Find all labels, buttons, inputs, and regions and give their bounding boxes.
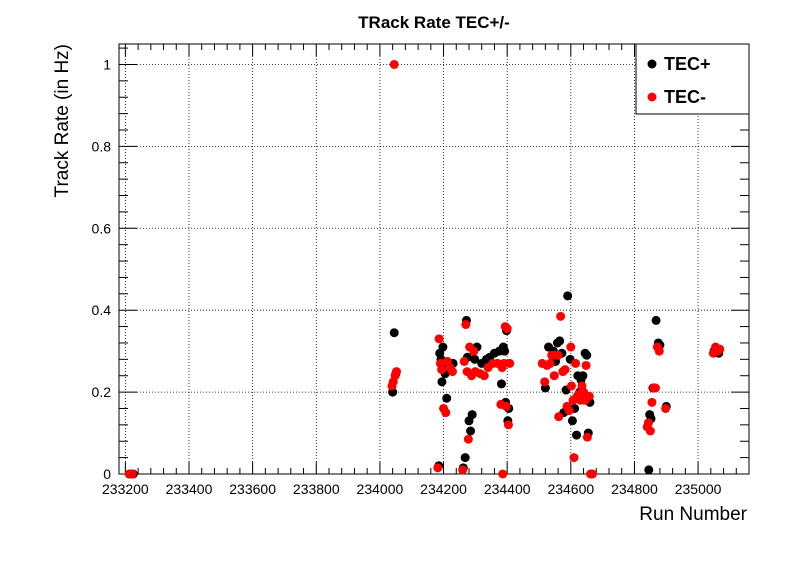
data-point-tec-minus <box>647 397 657 407</box>
x-tick-label: 233800 <box>293 481 340 497</box>
y-tick-label: 0.6 <box>92 220 112 236</box>
data-point-tec-minus <box>391 367 401 377</box>
y-tick-labels: 0 0.2 0.4 0.6 0.8 1 <box>92 56 112 482</box>
x-tick-label: 234000 <box>357 481 404 497</box>
data-point-tec-plus <box>563 291 573 301</box>
x-tick-label: 234200 <box>420 481 467 497</box>
grid-lines <box>119 44 749 474</box>
data-point-tec-plus <box>470 354 480 364</box>
chart-title: TRack Rate TEC+/- <box>358 13 510 32</box>
x-tick-label: 235000 <box>675 481 722 497</box>
data-points <box>124 59 725 479</box>
data-point-tec-minus <box>661 403 671 413</box>
data-point-tec-minus <box>553 350 563 360</box>
x-tick-labels: 233200 233400 233600 233800 234000 234200 2344… <box>102 481 722 497</box>
data-point-tec-minus <box>469 346 479 356</box>
y-axis-label: Track Rate (in Hz) <box>52 44 73 197</box>
data-point-tec-minus <box>581 360 591 370</box>
y-tick-label: 0.2 <box>92 384 112 400</box>
data-point-tec-minus <box>437 365 447 375</box>
data-point-tec-plus <box>578 371 588 381</box>
data-point-tec-minus <box>654 346 664 356</box>
x-axis-label: Run Number <box>639 504 747 525</box>
data-point-tec-minus <box>584 391 594 401</box>
data-point-tec-minus <box>643 418 653 428</box>
y-tick-label: 1 <box>103 56 111 72</box>
data-point-tec-minus <box>554 412 564 422</box>
data-point-tec-minus <box>715 344 725 354</box>
data-point-tec-minus <box>560 365 570 375</box>
data-point-tec-minus <box>566 342 576 352</box>
legend-marker-tec-minus <box>647 92 657 102</box>
data-point-tec-plus <box>467 410 477 420</box>
data-point-tec-minus <box>502 324 512 334</box>
data-point-tec-minus <box>127 469 137 479</box>
data-point-tec-plus <box>582 350 592 360</box>
legend: TEC+ TEC- <box>635 43 750 115</box>
y-tick-label: 0.4 <box>92 302 112 318</box>
data-point-tec-minus <box>569 453 579 463</box>
data-point-tec-minus <box>458 465 468 475</box>
data-point-tec-minus <box>434 334 444 344</box>
legend-label-tec-plus: TEC+ <box>664 54 711 74</box>
data-point-tec-minus <box>459 356 469 366</box>
data-point-tec-plus <box>438 342 448 352</box>
x-tick-label: 234400 <box>484 481 531 497</box>
x-tick-label: 233200 <box>102 481 149 497</box>
data-point-tec-plus <box>567 416 577 426</box>
data-point-tec-minus <box>463 434 473 444</box>
data-point-tec-minus <box>645 426 655 436</box>
data-point-tec-minus <box>545 358 555 368</box>
x-tick-label: 234600 <box>547 481 594 497</box>
plot-frame <box>118 43 750 475</box>
data-point-tec-minus <box>566 381 576 391</box>
data-point-tec-minus <box>505 358 515 368</box>
data-point-tec-plus <box>442 393 452 403</box>
data-point-tec-minus <box>479 371 489 381</box>
data-point-tec-minus <box>498 469 508 479</box>
data-point-tec-minus <box>540 377 550 387</box>
y-tick-label: 0 <box>103 466 111 482</box>
data-point-tec-plus <box>651 315 661 325</box>
x-tick-label: 233600 <box>229 481 276 497</box>
data-point-tec-minus <box>556 311 566 321</box>
y-tick-label: 0.8 <box>92 138 112 154</box>
x-tick-label: 233400 <box>166 481 213 497</box>
data-point-tec-plus <box>644 465 654 475</box>
data-point-tec-minus <box>389 59 399 69</box>
data-point-tec-plus <box>500 346 510 356</box>
data-point-tec-plus <box>437 377 447 387</box>
data-point-tec-minus <box>501 401 511 411</box>
data-point-tec-plus <box>572 430 582 440</box>
data-point-tec-plus <box>466 426 476 436</box>
data-point-tec-minus <box>650 383 660 393</box>
legend-marker-tec-plus <box>647 59 657 69</box>
data-point-tec-plus <box>460 453 470 463</box>
data-point-tec-plus <box>389 328 399 338</box>
data-point-tec-minus <box>564 406 574 416</box>
data-point-tec-minus <box>441 408 451 418</box>
x-tick-label: 234800 <box>611 481 658 497</box>
data-point-tec-minus <box>571 358 581 368</box>
legend-box <box>635 43 750 115</box>
legend-label-tec-minus: TEC- <box>664 87 706 107</box>
data-point-tec-minus <box>461 320 471 330</box>
data-point-tec-minus <box>587 469 597 479</box>
data-point-tec-minus <box>549 371 559 381</box>
data-point-tec-minus <box>503 420 513 430</box>
data-point-tec-minus <box>582 432 592 442</box>
data-point-tec-minus <box>433 463 443 473</box>
data-point-tec-plus <box>555 336 565 346</box>
data-point-tec-minus <box>447 367 457 377</box>
data-point-tec-plus <box>496 379 506 389</box>
